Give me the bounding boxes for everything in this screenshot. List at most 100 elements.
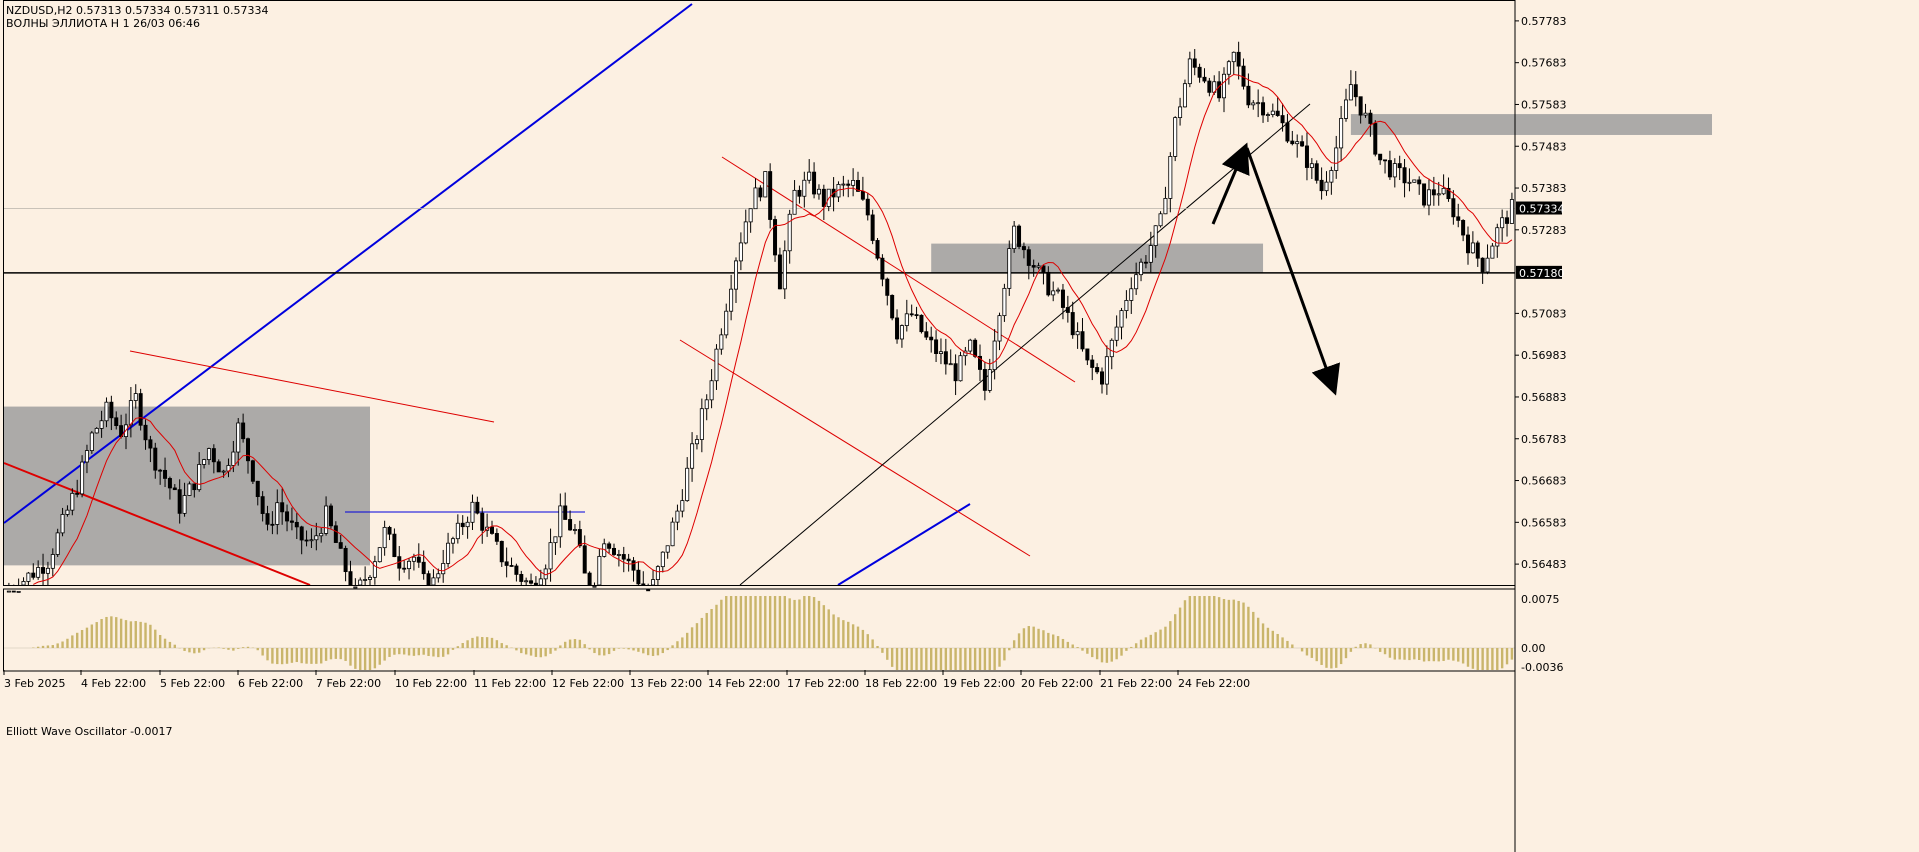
candle-body <box>470 501 475 523</box>
candle-body <box>929 336 934 341</box>
candle-body <box>1197 66 1202 78</box>
black-trend-line <box>739 103 1311 586</box>
price-tick-label: 0.57783 <box>1521 15 1567 28</box>
candle-body <box>163 469 168 479</box>
chart-frame <box>3 0 1516 852</box>
candle-body <box>1046 271 1051 296</box>
candle-body <box>1407 181 1412 184</box>
candle-body <box>1461 220 1466 236</box>
candle-body <box>436 573 441 579</box>
red-channel-line <box>679 339 1031 557</box>
candle-body <box>1265 114 1270 117</box>
candle-body <box>870 214 875 241</box>
candle-body <box>587 572 592 586</box>
candle-body <box>1158 213 1163 227</box>
candle-body <box>612 547 617 555</box>
candle-body <box>1012 225 1017 250</box>
candle-body <box>411 556 416 562</box>
candle-body <box>1143 261 1148 264</box>
candle-body <box>324 505 329 534</box>
candle-body <box>856 180 861 192</box>
candle-body <box>421 561 426 575</box>
candle-body <box>787 213 792 252</box>
candle-body <box>465 521 470 528</box>
candle-body <box>494 533 499 542</box>
candle-body <box>1324 181 1329 192</box>
candle-body <box>1358 96 1363 116</box>
candle-body <box>1251 102 1256 106</box>
candle-body <box>548 542 553 570</box>
candle-body <box>851 180 856 186</box>
candle-body <box>1290 140 1295 145</box>
candle-body <box>597 555 602 586</box>
candle-body <box>1270 110 1275 116</box>
candle-body <box>1314 163 1319 181</box>
candle-body <box>1148 245 1153 263</box>
candle-body <box>299 526 304 541</box>
candle-body <box>1226 61 1231 75</box>
blue-trend-line <box>3 3 693 524</box>
candle-body <box>1134 274 1139 290</box>
candle-body <box>748 208 753 223</box>
candle-body <box>1075 331 1080 336</box>
date-tick-label: 13 Feb 22:00 <box>630 677 702 690</box>
time-axis: 3 Feb 2025 4 Feb 22:00 5 Feb 22:00 6 Feb 22… <box>3 670 1250 690</box>
candle-body <box>841 183 846 186</box>
candle-body <box>846 183 851 186</box>
candle-body <box>675 510 680 523</box>
candle-body <box>328 505 333 527</box>
symbol-header: NZDUSD,H2 0.57313 0.57334 0.57311 0.5733… <box>6 4 268 17</box>
candle-body <box>1417 179 1422 185</box>
candle-body <box>665 545 670 553</box>
candle-body <box>904 313 909 326</box>
candle-body <box>602 543 607 557</box>
zone-2 <box>931 243 1264 273</box>
candle-body <box>416 556 421 563</box>
price-tick-label: 0.57283 <box>1521 224 1567 237</box>
candle-body <box>1426 189 1431 206</box>
candle-body <box>319 532 324 537</box>
candle-body <box>172 487 177 491</box>
candle-body <box>241 422 246 440</box>
candle-body <box>577 529 582 547</box>
candle-body <box>777 254 782 290</box>
candle-body <box>280 502 285 513</box>
price-tick-label: 0.57083 <box>1521 307 1567 320</box>
candle-body <box>31 572 36 578</box>
candle-body <box>763 171 768 198</box>
candle-body <box>45 567 50 574</box>
candle-body <box>309 539 314 542</box>
candle-body <box>626 558 631 562</box>
candle-body <box>709 380 714 401</box>
candle-body <box>1480 257 1485 273</box>
candle-body <box>1373 123 1378 155</box>
candle-body <box>1051 290 1056 296</box>
candle-body <box>978 355 983 370</box>
candle-body <box>797 189 802 197</box>
projection-arrow-down <box>1245 147 1340 396</box>
candle-body <box>236 422 241 453</box>
candle-body <box>519 574 524 582</box>
candle-body <box>187 483 192 496</box>
candle-body <box>1222 73 1227 99</box>
candle-body <box>1104 356 1109 385</box>
red-channel-line <box>129 350 495 423</box>
candle-body <box>84 450 89 463</box>
date-tick-label: 11 Feb 22:00 <box>474 677 546 690</box>
candle-body <box>982 369 987 391</box>
candle-body <box>1236 51 1241 67</box>
candle-body <box>216 461 221 473</box>
candle-body <box>1300 141 1305 147</box>
candle-body <box>21 581 26 586</box>
candle-body <box>1090 359 1095 368</box>
candle-body <box>1056 289 1061 292</box>
candle-body <box>348 571 353 586</box>
candle-body <box>558 505 563 538</box>
candle-body <box>568 519 573 531</box>
candle-body <box>1490 245 1495 259</box>
candle-body <box>631 560 636 571</box>
candle-body <box>314 535 319 541</box>
candle-body <box>538 578 543 586</box>
candle-body <box>514 565 519 575</box>
